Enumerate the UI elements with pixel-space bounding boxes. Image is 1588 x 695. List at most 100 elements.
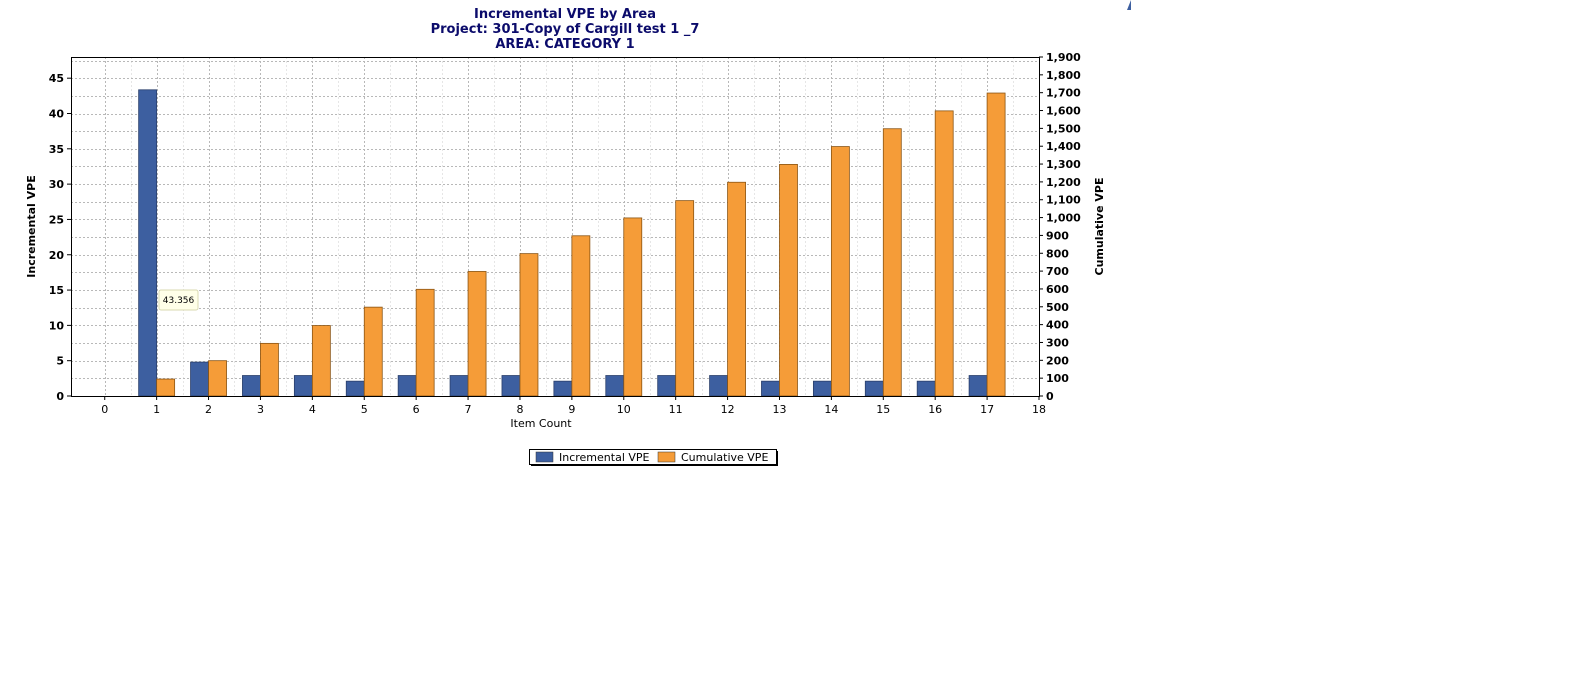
bar-incremental: [916, 380, 936, 397]
y-right-tick-label: 1,700: [1046, 87, 1081, 100]
x-tick-label: 7: [465, 403, 472, 416]
x-tick-label: 15: [876, 403, 890, 416]
bar-cumulative: [934, 110, 954, 397]
y-right-tick-label: 1,000: [1046, 212, 1081, 225]
x-tick-label: 1: [153, 403, 160, 416]
legend-label-cumulative: Cumulative VPE: [681, 451, 768, 464]
bar-incremental: [761, 380, 780, 397]
x-tick-label: 12: [721, 403, 735, 416]
y-left-tick-label: 5: [56, 355, 64, 368]
bar-cumulative: [415, 288, 435, 397]
y-axis-right-title: Cumulative VPE: [1093, 178, 1106, 276]
bar-incremental: [190, 361, 209, 397]
y-right-tick-label: 400: [1046, 319, 1069, 332]
bar-incremental: [968, 375, 988, 397]
y-right-tick-label: 300: [1046, 336, 1069, 349]
y-left-tick-label: 0: [56, 390, 64, 403]
bar-cumulative: [519, 253, 539, 397]
legend: Incremental VPE Cumulative VPE: [529, 449, 778, 466]
y-right-tick-label: 1,800: [1046, 69, 1081, 82]
bar-cumulative: [260, 342, 279, 397]
x-tick-label: 14: [824, 403, 838, 416]
bar-incremental: [345, 380, 365, 397]
y-right-tick-label: 900: [1046, 229, 1069, 242]
chart-title: Incremental VPE by Area: [474, 7, 656, 22]
bar-cumulative: [882, 128, 902, 397]
x-tick-label: 2: [205, 403, 212, 416]
bar-incremental: [138, 89, 158, 397]
bar-cumulative: [779, 164, 798, 397]
legend-swatch-cumulative: [657, 451, 676, 463]
y-right-tick-label: 800: [1046, 247, 1069, 260]
corner-mark-icon: [1127, 0, 1131, 10]
y-right-tick-label: 1,900: [1046, 51, 1081, 64]
bar-cumulative: [986, 92, 1006, 397]
bar-incremental: [397, 375, 417, 397]
bar-incremental: [812, 380, 832, 397]
tooltip-box: [158, 289, 199, 311]
bar-incremental: [864, 380, 884, 397]
bar-incremental: [709, 375, 728, 397]
bar-cumulative: [156, 378, 176, 397]
x-tick-label: 4: [309, 403, 316, 416]
bar-cumulative: [311, 325, 331, 397]
bar-cumulative: [830, 146, 850, 397]
y-right-tick-label: 100: [1046, 372, 1069, 385]
legend-box: [529, 449, 777, 465]
y-left-tick-label: 35: [49, 143, 64, 156]
y-right-tick-label: 200: [1046, 354, 1069, 367]
bar-incremental: [657, 375, 677, 397]
chart-subtitle-project: Project: 301-Copy of Cargill test 1 _7: [431, 22, 700, 37]
axes: 0510152025303540450100200300400500600700…: [49, 51, 1081, 416]
x-tick-label: 11: [669, 403, 683, 416]
x-tick-label: 18: [1032, 403, 1046, 416]
y-right-tick-label: 1,500: [1046, 122, 1081, 135]
bar-incremental: [242, 375, 261, 397]
bar-cumulative: [623, 217, 643, 397]
bar-incremental: [553, 380, 573, 397]
tooltip: 43.356: [158, 289, 199, 311]
bars: [138, 89, 1006, 397]
legend-label-incremental: Incremental VPE: [559, 451, 650, 464]
tooltip-text: 43.356: [163, 296, 195, 306]
y-right-tick-label: 1,400: [1046, 140, 1081, 153]
x-tick-label: 13: [772, 403, 786, 416]
y-right-tick-label: 500: [1046, 301, 1069, 314]
y-left-tick-label: 20: [49, 249, 65, 262]
y-left-tick-label: 40: [49, 108, 65, 121]
x-tick-label: 17: [980, 403, 994, 416]
y-left-tick-label: 10: [49, 319, 65, 332]
chart-subtitle-area: AREA: CATEGORY 1: [495, 37, 634, 52]
legend-swatch-incremental: [535, 451, 554, 463]
bar-cumulative: [467, 271, 487, 397]
y-left-tick-label: 15: [49, 284, 64, 297]
x-tick-label: 0: [101, 403, 108, 416]
y-right-tick-label: 1,300: [1046, 158, 1081, 171]
bar-incremental: [293, 375, 313, 397]
x-tick-label: 10: [617, 403, 631, 416]
y-left-tick-label: 25: [49, 213, 64, 226]
x-axis-title: Item Count: [510, 417, 572, 430]
y-axis-left-title: Incremental VPE: [25, 175, 38, 277]
bar-cumulative: [727, 181, 746, 397]
bar-incremental: [449, 375, 469, 397]
y-right-tick-label: 1,600: [1046, 105, 1081, 118]
chart-title-group: Incremental VPE by Area Project: 301-Cop…: [431, 7, 700, 52]
x-tick-label: 3: [257, 403, 264, 416]
y-right-tick-label: 1,100: [1046, 194, 1081, 207]
y-right-tick-label: 700: [1046, 265, 1069, 278]
x-tick-label: 16: [928, 403, 942, 416]
x-tick-label: 8: [516, 403, 523, 416]
x-tick-label: 9: [568, 403, 575, 416]
bar-cumulative: [571, 235, 591, 397]
bar-cumulative: [363, 306, 383, 397]
y-right-tick-label: 0: [1046, 390, 1054, 403]
bar-cumulative: [208, 360, 227, 397]
bar-incremental: [605, 375, 625, 397]
y-right-tick-label: 600: [1046, 283, 1069, 296]
bar-cumulative: [675, 200, 695, 397]
x-tick-label: 6: [413, 403, 420, 416]
plot-area-frame: [71, 57, 1040, 397]
y-left-tick-label: 45: [49, 72, 64, 85]
